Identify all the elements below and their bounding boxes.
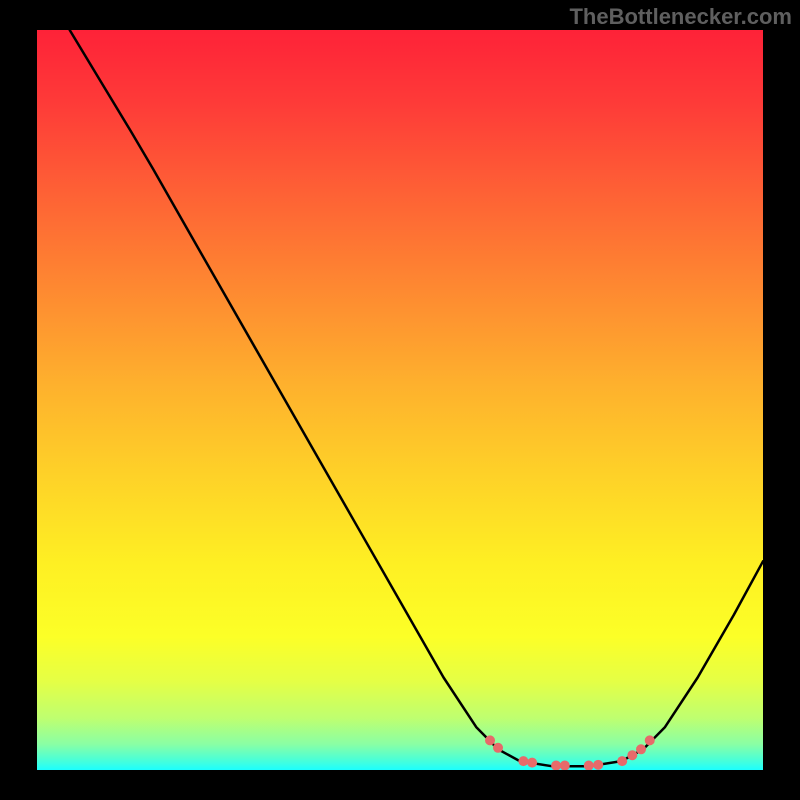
optimal-marker <box>551 761 561 770</box>
optimal-marker <box>627 750 637 760</box>
optimal-marker <box>527 758 537 768</box>
optimal-marker <box>485 735 495 745</box>
chart-container: TheBottlenecker.com <box>0 0 800 800</box>
optimal-marker <box>493 743 503 753</box>
watermark-text: TheBottlenecker.com <box>569 4 792 30</box>
optimal-marker <box>645 735 655 745</box>
optimal-marker <box>518 756 528 766</box>
optimal-marker <box>636 744 646 754</box>
optimal-marker <box>617 756 627 766</box>
bottleneck-curve <box>70 30 763 766</box>
optimal-marker <box>584 761 594 770</box>
curve-layer <box>37 30 763 770</box>
optimal-marker <box>593 760 603 770</box>
optimal-marker <box>560 761 570 770</box>
plot-area <box>37 30 763 770</box>
